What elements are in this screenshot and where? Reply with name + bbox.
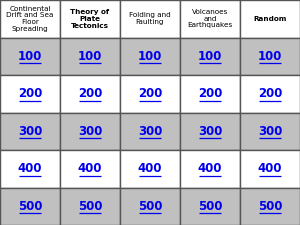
Bar bbox=[240, 0, 300, 38]
Text: Folding and
Faulting: Folding and Faulting bbox=[129, 12, 171, 25]
Bar bbox=[120, 75, 180, 112]
Bar bbox=[240, 75, 300, 112]
Bar bbox=[180, 150, 240, 187]
Text: 400: 400 bbox=[18, 162, 42, 175]
Text: Theory of
Plate
Tectonics: Theory of Plate Tectonics bbox=[70, 9, 110, 29]
Text: 200: 200 bbox=[138, 87, 162, 100]
Text: 200: 200 bbox=[18, 87, 42, 100]
Text: 300: 300 bbox=[78, 125, 102, 138]
Text: 500: 500 bbox=[198, 200, 222, 213]
Text: 500: 500 bbox=[258, 200, 282, 213]
Bar bbox=[180, 112, 240, 150]
Text: Continental
Drift and Sea
Floor
Spreading: Continental Drift and Sea Floor Spreadin… bbox=[6, 6, 54, 32]
Text: 100: 100 bbox=[198, 50, 222, 63]
Text: 200: 200 bbox=[258, 87, 282, 100]
Text: Volcanoes
and
Earthquakes: Volcanoes and Earthquakes bbox=[188, 9, 232, 29]
Bar bbox=[240, 150, 300, 187]
Text: 200: 200 bbox=[198, 87, 222, 100]
Text: 400: 400 bbox=[138, 162, 162, 175]
Bar bbox=[120, 38, 180, 75]
Text: 300: 300 bbox=[138, 125, 162, 138]
Text: 100: 100 bbox=[138, 50, 162, 63]
Text: 300: 300 bbox=[198, 125, 222, 138]
Text: 100: 100 bbox=[18, 50, 42, 63]
Text: 200: 200 bbox=[78, 87, 102, 100]
Text: 400: 400 bbox=[198, 162, 222, 175]
Bar bbox=[240, 187, 300, 225]
Text: 100: 100 bbox=[258, 50, 282, 63]
Bar bbox=[60, 150, 120, 187]
Bar bbox=[0, 0, 60, 38]
Bar bbox=[180, 187, 240, 225]
Bar bbox=[0, 75, 60, 112]
Text: 500: 500 bbox=[78, 200, 102, 213]
Bar bbox=[60, 75, 120, 112]
Bar bbox=[0, 150, 60, 187]
Text: 500: 500 bbox=[138, 200, 162, 213]
Bar bbox=[120, 187, 180, 225]
Text: 500: 500 bbox=[18, 200, 42, 213]
Text: 400: 400 bbox=[258, 162, 282, 175]
Bar bbox=[0, 38, 60, 75]
Bar bbox=[240, 38, 300, 75]
Bar bbox=[60, 0, 120, 38]
Bar bbox=[0, 187, 60, 225]
Text: 300: 300 bbox=[18, 125, 42, 138]
Bar bbox=[120, 0, 180, 38]
Bar bbox=[180, 38, 240, 75]
Bar bbox=[180, 75, 240, 112]
Text: 100: 100 bbox=[78, 50, 102, 63]
Bar bbox=[120, 150, 180, 187]
Bar bbox=[0, 112, 60, 150]
Text: 300: 300 bbox=[258, 125, 282, 138]
Text: 400: 400 bbox=[78, 162, 102, 175]
Text: Random: Random bbox=[253, 16, 287, 22]
Bar bbox=[120, 112, 180, 150]
Bar bbox=[240, 112, 300, 150]
Bar bbox=[60, 187, 120, 225]
Bar bbox=[60, 112, 120, 150]
Bar bbox=[60, 38, 120, 75]
Bar bbox=[180, 0, 240, 38]
